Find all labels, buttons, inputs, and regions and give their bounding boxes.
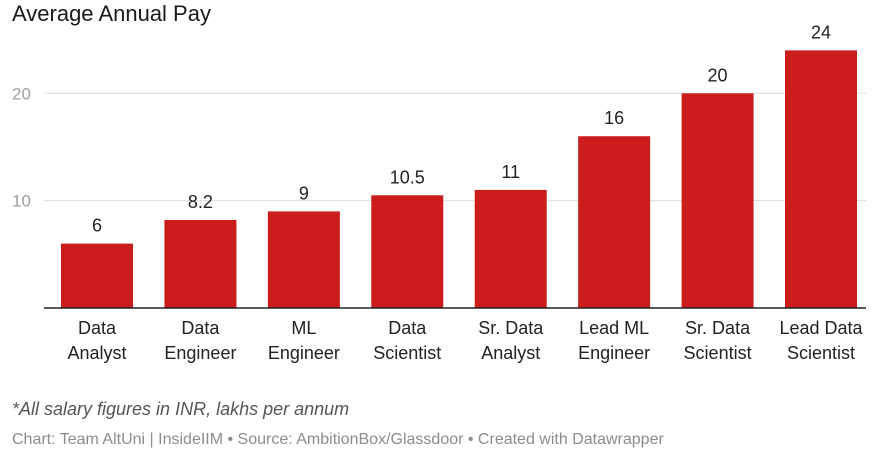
x-tick-label: Lead Data: [779, 318, 863, 338]
x-tick-label: Sr. Data: [685, 318, 751, 338]
bar: [164, 219, 237, 308]
data-label: 9: [299, 183, 309, 203]
x-tick-label: Lead ML: [579, 318, 649, 338]
bar: [267, 211, 340, 308]
x-tick-label: Engineer: [578, 343, 650, 363]
chart-credits: Chart: Team AltUni | InsideIIM • Source:…: [12, 431, 664, 448]
y-tick-label: 10: [12, 192, 31, 211]
x-tick-label: Data: [388, 318, 427, 338]
x-tick-label: Analyst: [481, 343, 540, 363]
bar-chart: 10 20 6 Data Analyst 8.2 Data Engineer 9 ML Engine…: [12, 22, 866, 363]
data-label: 24: [811, 22, 831, 42]
x-tick-label: Sr. Data: [478, 318, 544, 338]
x-tick-label: Engineer: [164, 343, 236, 363]
bar: [371, 195, 444, 308]
bar: [681, 93, 754, 308]
x-tick-label: ML: [291, 318, 316, 338]
footnote: *All salary figures in INR, lakhs per an…: [12, 399, 350, 419]
bar: [785, 50, 857, 309]
x-tick-label: Scientist: [787, 343, 855, 363]
x-tick-label: Scientist: [684, 343, 752, 363]
x-tick-label: Scientist: [373, 343, 441, 363]
x-tick-label: Engineer: [268, 343, 340, 363]
x-tick-label: Analyst: [67, 343, 126, 363]
bar: [578, 136, 651, 308]
data-label: 6: [92, 216, 102, 236]
data-label: 8.2: [188, 192, 213, 212]
data-label: 20: [708, 65, 728, 85]
x-tick-label: Data: [78, 318, 117, 338]
x-tick-label: Data: [181, 318, 220, 338]
data-label: 10.5: [390, 167, 425, 187]
data-label: 16: [604, 108, 624, 128]
bar: [61, 243, 133, 308]
y-tick-label: 20: [12, 84, 31, 103]
data-label: 11: [501, 162, 520, 182]
chart-title: Average Annual Pay: [12, 1, 211, 26]
bar: [474, 189, 547, 308]
